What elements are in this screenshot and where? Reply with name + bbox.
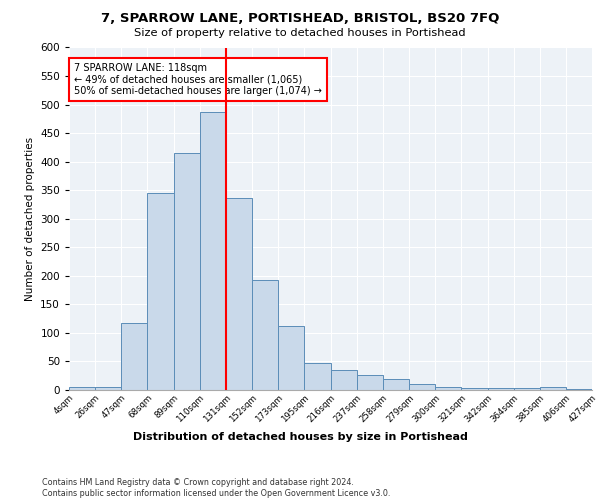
Bar: [173, 153, 200, 390]
Bar: [357, 374, 383, 390]
Bar: [383, 379, 409, 390]
Text: 7, SPARROW LANE, PORTISHEAD, BRISTOL, BS20 7FQ: 7, SPARROW LANE, PORTISHEAD, BRISTOL, BS…: [101, 12, 499, 26]
Bar: [435, 387, 461, 390]
Bar: [148, 193, 173, 390]
Bar: [461, 388, 488, 390]
Bar: [278, 326, 304, 390]
Y-axis label: Number of detached properties: Number of detached properties: [25, 136, 35, 301]
Text: Contains HM Land Registry data © Crown copyright and database right 2024.
Contai: Contains HM Land Registry data © Crown c…: [42, 478, 391, 498]
Bar: [566, 389, 592, 390]
Bar: [200, 112, 226, 390]
Bar: [514, 388, 540, 390]
Bar: [331, 370, 357, 390]
Bar: [95, 386, 121, 390]
Bar: [488, 388, 514, 390]
Text: Distribution of detached houses by size in Portishead: Distribution of detached houses by size …: [133, 432, 467, 442]
Bar: [252, 280, 278, 390]
Bar: [409, 384, 435, 390]
Bar: [69, 387, 95, 390]
Text: Size of property relative to detached houses in Portishead: Size of property relative to detached ho…: [134, 28, 466, 38]
Bar: [304, 362, 331, 390]
Bar: [121, 322, 148, 390]
Bar: [540, 387, 566, 390]
Text: 7 SPARROW LANE: 118sqm
← 49% of detached houses are smaller (1,065)
50% of semi-: 7 SPARROW LANE: 118sqm ← 49% of detached…: [74, 63, 322, 96]
Bar: [226, 198, 252, 390]
